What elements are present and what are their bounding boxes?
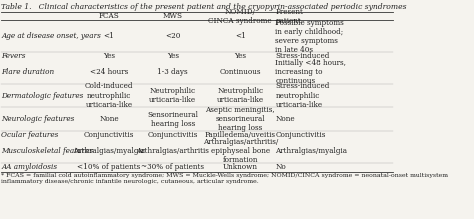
Text: Cold-induced
neutrophilic
urticaria-like: Cold-induced neutrophilic urticaria-like [85,82,133,109]
Text: Dermatologic features: Dermatologic features [1,92,84,100]
Text: Initially <48 hours,
increasing to
continuous: Initially <48 hours, increasing to conti… [275,59,346,85]
Text: NOMID/
CINCA syndrome: NOMID/ CINCA syndrome [209,8,272,25]
Text: Present
patient: Present patient [275,8,303,25]
Text: Arthralgias/myalgia: Arthralgias/myalgia [73,147,145,155]
Text: Conjunctivitis: Conjunctivitis [84,131,134,139]
Text: Yes: Yes [167,52,179,60]
Text: Arthralgias/myalgia: Arthralgias/myalgia [275,147,347,155]
Text: Ocular features: Ocular features [1,131,59,139]
Text: Papilledema/uveitis: Papilledema/uveitis [205,131,276,139]
Text: Continuous: Continuous [219,68,261,76]
Text: None: None [99,115,119,123]
Text: No: No [275,163,286,171]
Text: Yes: Yes [234,52,246,60]
Text: AA amyloidosis: AA amyloidosis [1,163,57,171]
Text: <20: <20 [165,32,181,40]
Text: Musculoskeletal features: Musculoskeletal features [1,147,94,155]
Text: Aseptic meningitis,
sensorineural
hearing loss: Aseptic meningitis, sensorineural hearin… [205,106,275,132]
Text: * FCAS = familial cold autoinflammatory syndrome; MWS = Muckle-Wells syndrome; N: * FCAS = familial cold autoinflammatory … [1,173,448,184]
Text: <10% of patients: <10% of patients [77,163,141,171]
Text: Arthralgias/arthritis: Arthralgias/arthritis [136,147,209,155]
Text: ~30% of patients: ~30% of patients [141,163,204,171]
Text: None: None [275,115,295,123]
Text: Neutrophilic
urticaria-like: Neutrophilic urticaria-like [149,87,196,104]
Text: Age at disease onset, years: Age at disease onset, years [1,32,101,40]
Text: <1: <1 [104,32,115,40]
Text: <1: <1 [235,32,246,40]
Text: Arthralgias/arthritis/
epiphyseal bone
formation: Arthralgias/arthritis/ epiphyseal bone f… [202,138,278,164]
Text: Stress-induced
neutrophilic
urticaria-like: Stress-induced neutrophilic urticaria-li… [275,82,330,109]
Text: Sensorineural
hearing loss: Sensorineural hearing loss [147,111,198,128]
Text: Neutrophilic
urticaria-like: Neutrophilic urticaria-like [217,87,264,104]
Text: Stress-induced: Stress-induced [275,52,330,60]
Text: Neurologic features: Neurologic features [1,115,75,123]
Text: Unknown: Unknown [223,163,258,171]
Text: Flare duration: Flare duration [1,68,55,76]
Text: 1-3 days: 1-3 days [157,68,188,76]
Text: <24 hours: <24 hours [90,68,128,76]
Text: Conjunctivitis: Conjunctivitis [147,131,198,139]
Text: Table 1.   Clinical characteristics of the present patient and the cryopyrin-ass: Table 1. Clinical characteristics of the… [1,3,407,11]
Text: MWS: MWS [163,12,182,20]
Text: Conjunctivitis: Conjunctivitis [275,131,326,139]
Text: FCAS: FCAS [99,12,119,20]
Text: Possible symptoms
in early childhood;
severe symptoms
in late 40s: Possible symptoms in early childhood; se… [275,19,344,54]
Text: Yes: Yes [103,52,115,60]
Text: Fevers: Fevers [1,52,26,60]
